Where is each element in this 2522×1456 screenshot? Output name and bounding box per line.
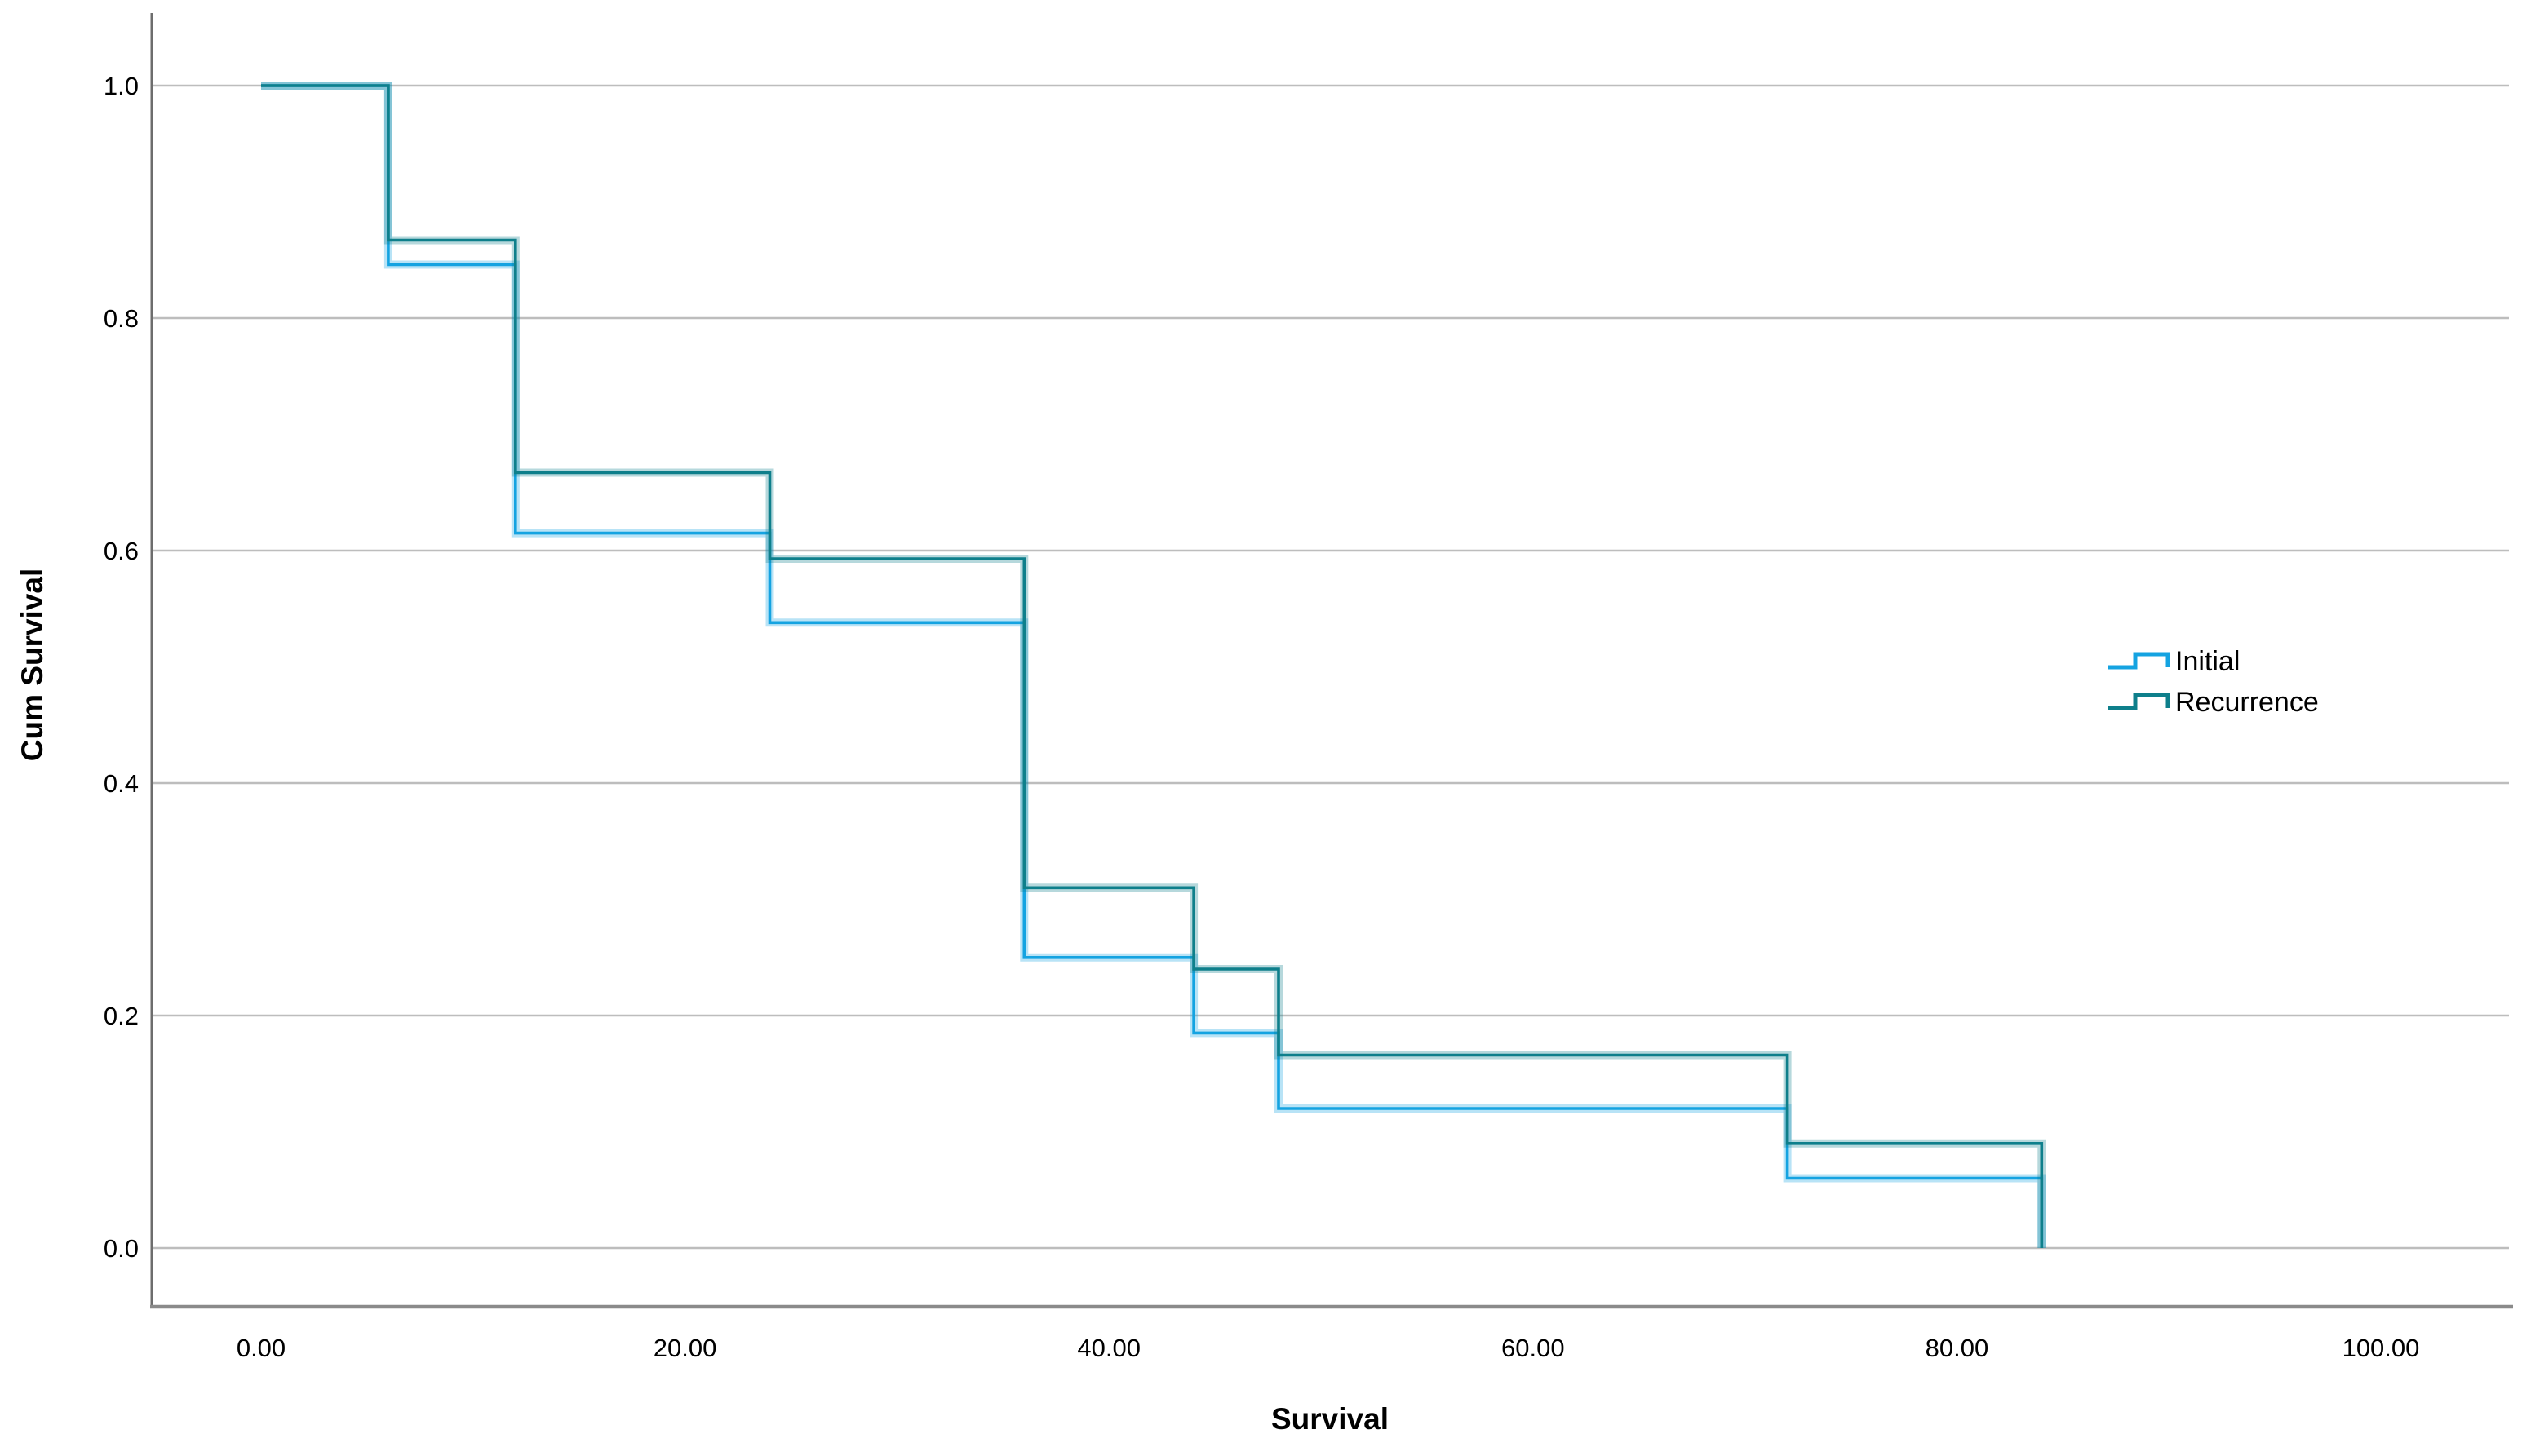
y-tick-label: 0.0 [104, 1234, 139, 1263]
x-tick-label: 0.00 [237, 1334, 286, 1362]
gridlines [152, 84, 2509, 1250]
survival-curve-halo-recurrence [261, 82, 2046, 1248]
y-tick-label: 0.2 [104, 1002, 139, 1030]
y-tick-label: 0.6 [104, 537, 139, 565]
x-tick-label: 100.00 [2342, 1334, 2420, 1362]
x-tick-labels: 0.00 20.00 40.00 60.00 80.00 100.00 [237, 1334, 2420, 1362]
x-tick-label: 80.00 [1926, 1334, 1989, 1362]
legend: Initial Recurrence [2108, 646, 2319, 718]
y-tick-label: 0.4 [104, 769, 139, 798]
survival-curves [261, 82, 2046, 1248]
x-tick-label: 60.00 [1501, 1334, 1565, 1362]
y-tick-label: 1.0 [104, 72, 139, 100]
survival-curve-recurrence [261, 84, 2044, 1248]
x-axis-title: Survival [1271, 1402, 1389, 1436]
survival-curve-initial [261, 84, 2044, 1248]
legend-item-recurrence: Recurrence [2108, 687, 2319, 718]
legend-label-initial: Initial [2175, 646, 2240, 677]
x-tick-label: 20.00 [654, 1334, 717, 1362]
y-axis-title: Cum Survival [16, 569, 49, 761]
survival-curve-halo-initial [261, 82, 2046, 1248]
legend-step-swatch-recurrence [2108, 693, 2170, 710]
legend-item-initial: Initial [2108, 646, 2240, 677]
y-tick-labels: 0.0 0.2 0.4 0.6 0.8 1.0 [104, 72, 139, 1263]
legend-step-swatch-initial [2108, 652, 2170, 670]
y-tick-label: 0.8 [104, 304, 139, 333]
x-tick-label: 40.00 [1077, 1334, 1141, 1362]
legend-label-recurrence: Recurrence [2175, 687, 2319, 718]
